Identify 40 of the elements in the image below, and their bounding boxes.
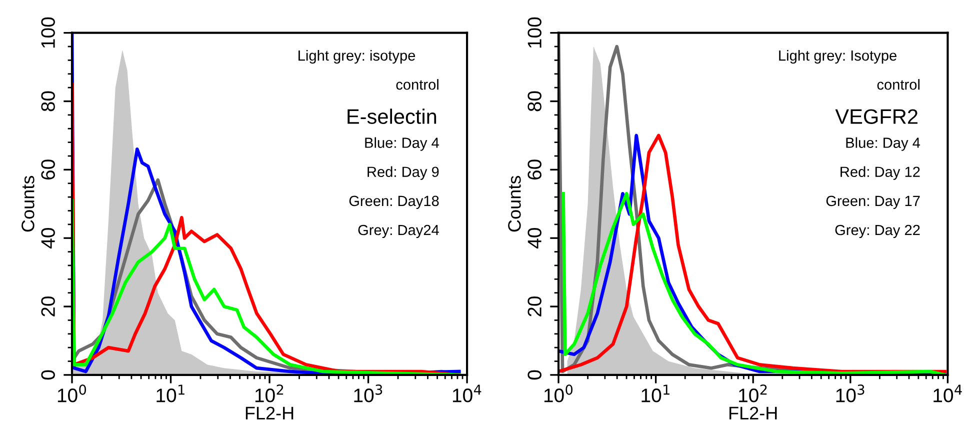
- annotation: Grey: Day 22: [835, 224, 920, 238]
- x-tick-label: 10$^{3}$: [354, 384, 382, 402]
- y-tick-label: 20: [41, 296, 55, 316]
- x-tick-label: 10$^{2}$: [739, 384, 767, 402]
- y-axis-title: Counts: [508, 176, 521, 232]
- x-axis-title: FL2-H: [246, 406, 294, 420]
- annotation: Red: Day 12: [840, 166, 920, 180]
- annotation: Blue: Day 4: [846, 137, 920, 151]
- y-tick-label: 80: [41, 91, 55, 112]
- y-tick-label: 40: [528, 228, 542, 248]
- x-tick-label: 10$^{0}$: [58, 384, 86, 402]
- y-tick-label: 40: [41, 228, 55, 248]
- y-tick-label: 60: [41, 160, 55, 180]
- y-tick-label: 60: [528, 160, 542, 180]
- y-tick-label: 20: [528, 296, 542, 316]
- annotation: Light grey: isotype: [298, 50, 416, 64]
- x-tick-label: 10$^{2}$: [255, 384, 284, 402]
- x-tick-label: 10$^{3}$: [836, 384, 864, 402]
- x-tick-label: 10$^{4}$: [452, 384, 482, 402]
- text: E-selectin: [348, 108, 436, 124]
- annotation: Grey: Day24: [358, 224, 439, 238]
- annotation: Green: Day 17: [826, 196, 920, 209]
- annotation: control: [396, 79, 438, 90]
- x-tick-label: 10$^{1}$: [642, 384, 670, 402]
- annotation: Red: Day 9: [368, 166, 439, 180]
- annotation: Green: Day18: [349, 196, 439, 209]
- y-tick-label: 80: [528, 91, 542, 112]
- y-tick-label: 0: [41, 370, 55, 380]
- annotation: Blue: Day 4: [365, 137, 439, 151]
- x-tick-label: 10$^{4}$: [934, 384, 962, 402]
- text: VEGFR2: [835, 109, 918, 124]
- y-axis-title: Counts: [22, 176, 34, 232]
- x-tick-label: 10$^{1}$: [156, 384, 184, 402]
- x-tick-label: 10$^{0}$: [544, 384, 573, 402]
- y-tick-label: 0: [528, 370, 542, 380]
- y-tick-label: 100: [41, 17, 55, 48]
- x-axis-title: FL2-H: [730, 406, 777, 420]
- annotation: Light grey: Isotype: [779, 50, 896, 64]
- y-tick-label: 100: [528, 17, 542, 48]
- annotation: control: [877, 79, 920, 90]
